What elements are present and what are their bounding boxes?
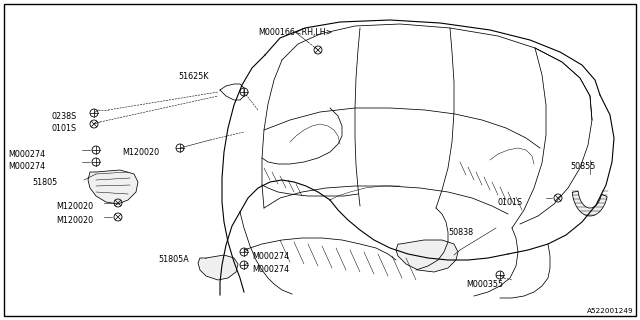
Text: A522001249: A522001249 — [588, 308, 634, 314]
Text: 50838: 50838 — [448, 228, 473, 237]
Polygon shape — [572, 191, 607, 216]
Text: 50855: 50855 — [570, 162, 595, 171]
Text: M000274: M000274 — [8, 162, 45, 171]
Text: M000355: M000355 — [466, 280, 503, 289]
Text: M000166<RH,LH>: M000166<RH,LH> — [258, 28, 332, 37]
Text: M000274: M000274 — [8, 150, 45, 159]
Text: M120020: M120020 — [56, 216, 93, 225]
Text: M120020: M120020 — [122, 148, 159, 157]
Text: 0238S: 0238S — [52, 112, 77, 121]
Text: 51805A: 51805A — [158, 255, 189, 264]
Text: 51625K: 51625K — [178, 72, 209, 81]
Text: M120020: M120020 — [56, 202, 93, 211]
Text: 51805: 51805 — [32, 178, 57, 187]
Text: M000274: M000274 — [252, 265, 289, 274]
Polygon shape — [396, 240, 458, 272]
Text: 0101S: 0101S — [52, 124, 77, 133]
Text: M000274: M000274 — [252, 252, 289, 261]
Polygon shape — [88, 170, 138, 204]
Polygon shape — [198, 255, 238, 280]
Text: 0101S: 0101S — [498, 198, 523, 207]
